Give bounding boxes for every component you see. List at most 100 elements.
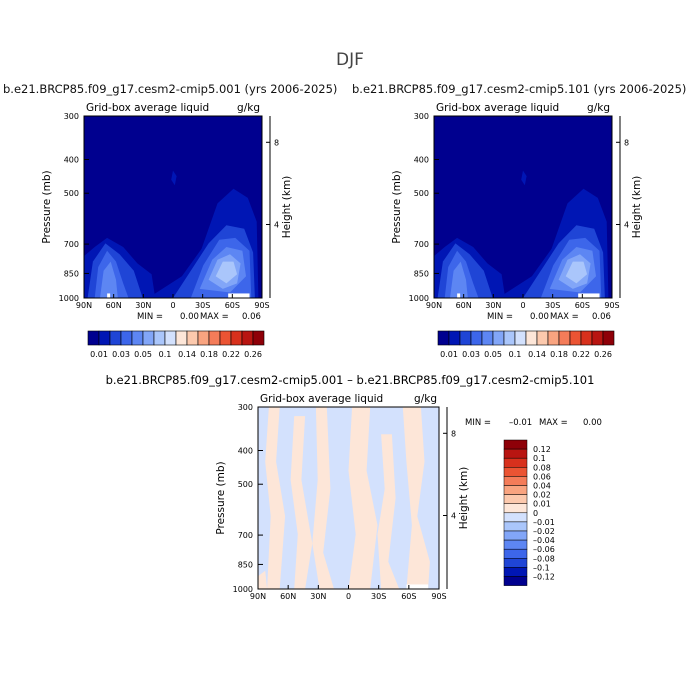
height-tick-label: 4 bbox=[451, 512, 456, 521]
panel-2-title: b.e21.BRCP85.f09_g17.cesm2-cmip5.101 (yr… bbox=[352, 82, 687, 96]
x-tick-label: 60S bbox=[225, 301, 240, 310]
diff-region-1 bbox=[290, 416, 313, 589]
y-axis-label: Pressure (mb) bbox=[41, 170, 53, 243]
x-tick-label: 30S bbox=[545, 301, 560, 310]
contour-region-7 bbox=[450, 261, 468, 298]
y-tick-label: 500 bbox=[64, 189, 79, 198]
y-tick-label: 300 bbox=[414, 112, 429, 121]
diff-region-4 bbox=[377, 434, 400, 589]
contour-region-10 bbox=[565, 261, 588, 284]
colorbar-swatch bbox=[569, 330, 582, 346]
colorbar-swatch bbox=[470, 330, 483, 346]
colorbar-swatch bbox=[503, 330, 516, 346]
x-tick-label: 30N bbox=[485, 301, 501, 310]
x-tick-label: 60N bbox=[106, 301, 122, 310]
y-axis-label: Pressure (mb) bbox=[391, 170, 403, 243]
y-tick-label: 1000 bbox=[409, 294, 429, 303]
colorbar-swatch bbox=[503, 521, 528, 532]
colorbar-swatch bbox=[525, 330, 538, 346]
colorbar-swatch bbox=[503, 567, 528, 577]
colorbar-label: 0.06 bbox=[533, 472, 551, 481]
colorbar-swatch bbox=[164, 330, 177, 346]
missing-data-gap bbox=[406, 584, 429, 589]
colorbar-swatch bbox=[503, 439, 528, 450]
panel-subtitle: Grid-box average liquid bbox=[260, 393, 383, 405]
colorbar-label: 0.14 bbox=[178, 350, 196, 359]
colorbar-swatch bbox=[120, 330, 133, 346]
max-label: MAX = bbox=[539, 418, 568, 428]
colorbar-swatch bbox=[197, 330, 210, 346]
y-tick-label: 1000 bbox=[233, 585, 253, 594]
panel-subtitle: Grid-box average liquid bbox=[86, 102, 209, 114]
colorbar-swatch bbox=[186, 330, 199, 346]
colorbar-label: 0.02 bbox=[533, 491, 551, 500]
y-tick-label: 1000 bbox=[59, 294, 79, 303]
colorbar-swatch bbox=[514, 330, 527, 346]
x-tick-label: 90S bbox=[254, 301, 269, 310]
colorbar-label: 0.18 bbox=[550, 350, 568, 359]
missing-data-gap bbox=[457, 293, 461, 298]
panel-1-title: b.e21.BRCP85.f09_g17.cesm2-cmip5.001 (yr… bbox=[3, 82, 338, 96]
colorbar-swatch bbox=[503, 548, 528, 559]
x-tick-label: 60N bbox=[280, 592, 296, 601]
y-tick-label: 850 bbox=[238, 560, 253, 569]
colorbar-top: 0.01 0.03 0.05 0.1 0.14 0.18 0.22 0.26 0.01 0.03 0… bbox=[87, 330, 615, 359]
colorbar-swatch bbox=[437, 330, 450, 346]
colorbar-label: 0.04 bbox=[533, 482, 551, 491]
x-tick-label: 0 bbox=[520, 301, 525, 310]
y-tick-label: 700 bbox=[414, 240, 429, 249]
colorbar-swatch bbox=[503, 576, 528, 586]
colorbar-label: 0.1 bbox=[509, 350, 522, 359]
colorbar-swatch bbox=[208, 330, 221, 346]
colorbar-label: –0.1 bbox=[533, 563, 550, 572]
y-axis-label: Pressure (mb) bbox=[215, 461, 227, 534]
colorbar-swatch bbox=[87, 330, 100, 346]
colorbar-swatch bbox=[109, 330, 122, 346]
min-value: –0.01 bbox=[509, 418, 532, 428]
height-tick-label: 8 bbox=[451, 429, 456, 438]
min-value: 0.00 bbox=[180, 312, 199, 322]
colorbar-swatch bbox=[503, 476, 528, 486]
x-tick-label: 90N bbox=[426, 301, 442, 310]
height-axis-label: Height (km) bbox=[458, 467, 470, 530]
colorbar-swatch bbox=[142, 330, 155, 346]
colorbar-label: 0.03 bbox=[112, 350, 130, 359]
colorbar-label: 0.05 bbox=[484, 350, 502, 359]
x-tick-label: 90N bbox=[250, 592, 266, 601]
colorbar-swatch bbox=[492, 330, 505, 346]
colorbar-label: 0.01 bbox=[533, 500, 551, 509]
colorbar-label: –0.06 bbox=[533, 545, 555, 554]
y-tick-label: 850 bbox=[414, 269, 429, 278]
panel-3-difference: Grid-box average liquid g/kg3004005007008… bbox=[215, 393, 602, 601]
colorbar-label: 0.01 bbox=[90, 350, 108, 359]
panel-1: Grid-box average liquid g/kg 300 400 500 700 8… bbox=[41, 102, 293, 322]
y-tick-label: 400 bbox=[414, 155, 429, 164]
colorbar-label: –0.02 bbox=[533, 527, 555, 536]
colorbar-label: 0.14 bbox=[528, 350, 546, 359]
colorbar-swatch bbox=[219, 330, 232, 346]
min-label: MIN = bbox=[137, 312, 163, 322]
max-value: 0.00 bbox=[583, 418, 602, 428]
colorbar-swatch bbox=[503, 457, 528, 468]
colorbar-swatch bbox=[558, 330, 571, 346]
y-tick-label: 400 bbox=[64, 155, 79, 164]
max-label: MAX = bbox=[550, 312, 579, 322]
height-axis-label: Height (km) bbox=[631, 176, 643, 239]
colorbar-swatch bbox=[591, 330, 604, 346]
missing-data-gap bbox=[578, 293, 600, 298]
diff-region-2 bbox=[312, 407, 334, 589]
panel-units: g/kg bbox=[414, 393, 437, 405]
x-tick-label: 30S bbox=[371, 592, 386, 601]
contour-region-7 bbox=[100, 261, 118, 298]
height-tick-label: 8 bbox=[274, 138, 279, 147]
colorbar-swatch bbox=[503, 558, 528, 568]
diff-panel-title: b.e21.BRCP85.f09_g17.cesm2-cmip5.001 – b… bbox=[105, 373, 595, 387]
colorbar-label: 0.26 bbox=[244, 350, 262, 359]
x-tick-label: 60N bbox=[456, 301, 472, 310]
panel-subtitle: Grid-box average liquid bbox=[436, 102, 559, 114]
missing-data-gap bbox=[107, 293, 111, 298]
colorbar-label: 0.05 bbox=[134, 350, 152, 359]
colorbar-swatch bbox=[503, 494, 528, 504]
colorbar-swatch bbox=[536, 330, 549, 346]
